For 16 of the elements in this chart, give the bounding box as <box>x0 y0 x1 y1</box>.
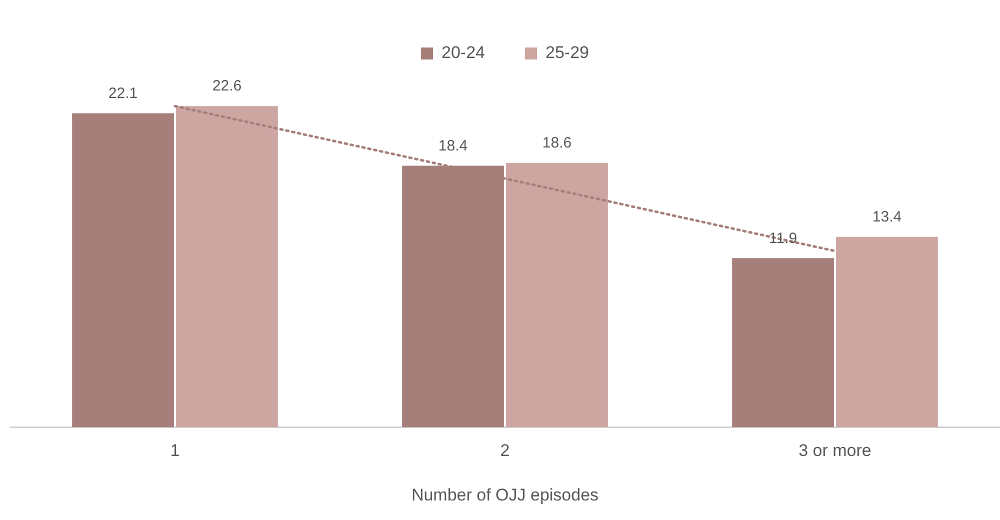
bar <box>72 113 174 428</box>
data-label: 22.6 <box>212 78 242 95</box>
x-axis-title: Number of OJJ episodes <box>411 485 599 504</box>
x-tick-label: 2 <box>500 441 510 460</box>
data-label: 13.4 <box>872 208 902 226</box>
legend-label: 25-29 <box>546 43 589 62</box>
bar <box>506 162 608 428</box>
x-tick-label: 3 or more <box>798 441 872 460</box>
bar <box>176 106 278 428</box>
data-label: 18.4 <box>438 137 468 154</box>
x-tick-label: 1 <box>170 441 180 460</box>
bar <box>732 258 834 428</box>
bar <box>836 236 938 428</box>
data-label: 22.1 <box>108 84 138 102</box>
data-label: 18.6 <box>542 134 572 152</box>
legend-label: 20-24 <box>442 43 486 62</box>
